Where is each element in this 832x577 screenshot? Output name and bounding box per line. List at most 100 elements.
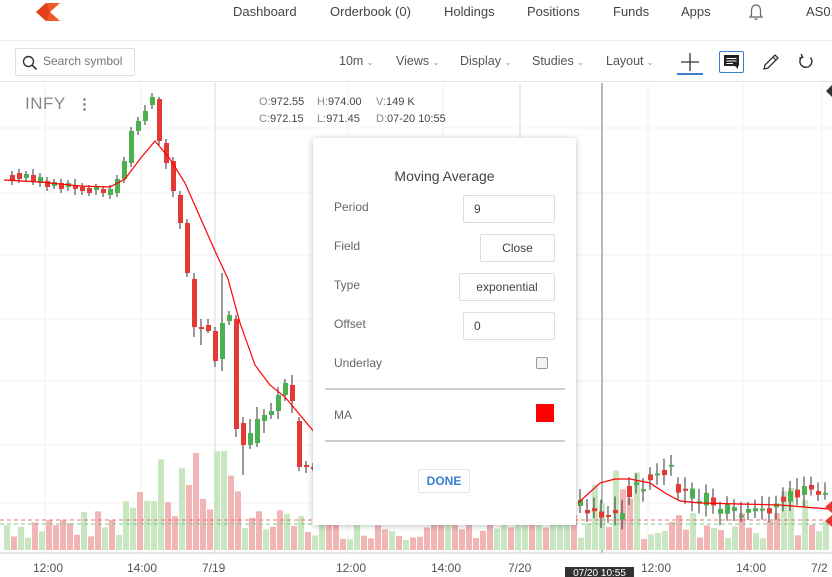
volume-bar [109,519,115,550]
candle-body [781,496,786,502]
volume-bar [228,475,234,550]
ma-color-swatch[interactable] [536,404,554,422]
nav-apps[interactable]: Apps [681,4,711,19]
candle-body [94,187,99,190]
nav-positions[interactable]: Positions [527,4,580,19]
studies-dropdown[interactable]: Studies ⌄ [532,54,584,68]
scroll-marker-icon [826,85,832,97]
date-key: D: [376,113,387,125]
candle-body [746,509,751,513]
comment-icon [724,55,739,69]
kite-logo-icon[interactable] [34,2,62,22]
volume-bar [179,468,185,550]
price-marker-icon [825,515,832,527]
ohlc-low: L:971.45 [317,113,360,125]
volume-bar [634,472,640,550]
nav-holdings[interactable]: Holdings [444,4,495,19]
volume-bar [291,525,297,550]
candle-body [192,279,197,327]
search-input[interactable] [43,54,133,68]
volume-bar [662,530,668,550]
date-value: 07-20 10:55 [387,113,446,125]
top-nav: Dashboard Orderbook (0) Holdings Positio… [0,0,832,26]
volume-bar [466,513,472,550]
volume-bar [459,529,465,550]
x-axis-label: 12:00 [336,561,367,575]
divider [325,440,565,442]
candle-body [641,489,646,492]
volume-bar [305,532,311,550]
offset-input[interactable]: 0 [463,312,555,340]
type-select[interactable]: exponential [459,273,555,301]
chevron-down-icon: ⌄ [504,57,512,67]
done-button[interactable]: DONE [418,469,470,493]
interval-dropdown[interactable]: 10m ⌄ [339,54,374,68]
candle-body [816,490,821,495]
nav-dashboard[interactable]: Dashboard [233,4,297,19]
views-label: Views [396,54,430,68]
volume-bar [438,517,444,550]
bell-icon[interactable] [748,3,764,21]
nav-funds[interactable]: Funds [613,4,650,19]
volume-bar [249,517,255,550]
kebab-menu-icon[interactable]: ⋮ [77,96,92,113]
candle-body [732,507,737,511]
info-panel-button[interactable] [719,51,744,73]
candle-body [725,504,730,514]
volume-bar [781,491,787,550]
volume-bar [417,536,423,550]
volume-bar [557,512,563,550]
crosshair-button[interactable] [677,49,703,75]
volume-bar [284,513,290,550]
refresh-icon [799,53,813,69]
volume-bar [95,511,101,550]
symbol-search[interactable] [15,48,135,76]
volume-bar [88,536,94,550]
candle-body [297,421,302,467]
volume-bar [396,535,402,550]
candle-body [276,395,281,411]
x-axis-label: 14:00 [127,561,158,575]
x-axis-label: 14:00 [431,561,462,575]
views-dropdown[interactable]: Views ⌄ [396,54,440,68]
ohlc-volume: V:149 K [376,96,415,108]
chart-toolbar: 10m⌄ Views⌄ Display⌄ Studies⌄ Layout⌄ [0,40,832,82]
volume-bar [823,521,829,550]
candle-body [627,485,632,498]
close-value: 972.15 [270,113,304,125]
refresh-button[interactable] [793,49,819,75]
display-dropdown[interactable]: Display ⌄ [460,54,512,68]
draw-button[interactable] [758,49,784,75]
period-input[interactable]: 9 [463,195,555,223]
candle-body [739,515,744,518]
crosshair-icon [681,53,699,71]
volume-bar [207,509,213,550]
candle-body [711,497,716,506]
candle-body [269,411,274,415]
candle-body [634,482,639,485]
moving-average-line [3,140,316,434]
candle-body [31,175,36,181]
volume-bar [564,510,570,550]
layout-dropdown[interactable]: Layout ⌄ [606,54,654,68]
candle-body [767,508,772,514]
user-id[interactable]: AS01 [806,4,832,19]
open-value: 972.55 [270,96,305,108]
search-icon [22,55,38,71]
volume-key: V: [376,96,386,108]
volume-bar [487,521,493,550]
candle-body [697,500,702,503]
candle-body [108,189,113,195]
nav-orderbook[interactable]: Orderbook (0) [330,4,411,19]
volume-bar [774,512,780,550]
low-value: 971.45 [326,113,360,125]
candle-body [80,187,85,191]
field-select[interactable]: Close [480,234,555,262]
underlay-checkbox[interactable] [536,357,548,369]
type-label: Type [334,278,361,292]
volume-bar [585,523,591,550]
candle-body [213,331,218,361]
volume-bar [81,511,87,550]
volume-bar [277,510,283,550]
candle-body [262,415,267,421]
